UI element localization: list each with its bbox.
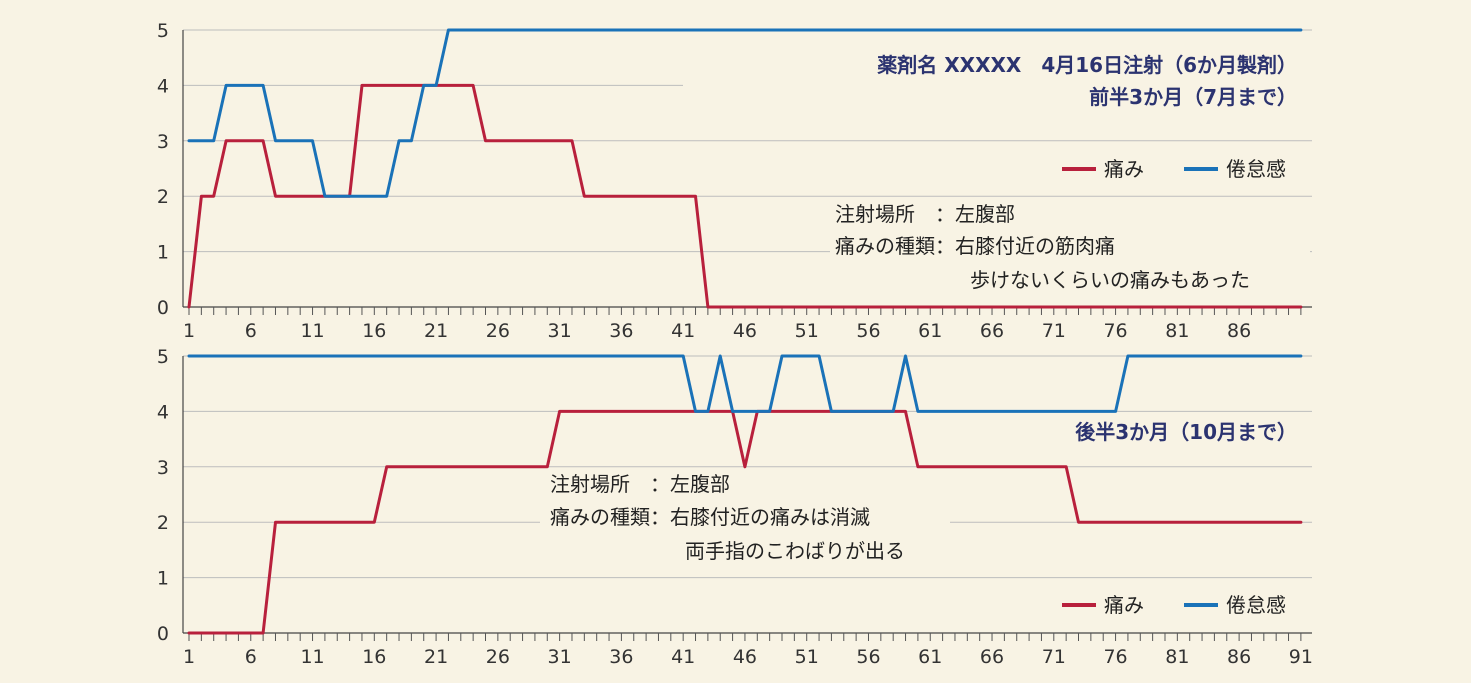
- annotation-line: 両手指のこわばりが出る: [685, 539, 905, 563]
- x-tick-label: 11: [300, 320, 324, 342]
- y-tick-label: 3: [157, 457, 169, 479]
- annotation-line: 注射場所 ：左腹部: [835, 202, 1015, 226]
- chart-title: 薬剤名 XXXXX 4月16日注射（6か月製剤）: [877, 53, 1297, 77]
- annotation-line: 痛みの種類：右膝付近の痛みは消滅: [550, 505, 870, 529]
- x-tick-label: 31: [548, 320, 572, 342]
- x-tick-label: 11: [300, 646, 324, 668]
- x-tick-label: 76: [1103, 320, 1127, 342]
- x-tick-label: 46: [733, 320, 757, 342]
- legend-label-pain: 痛み: [1104, 157, 1144, 181]
- series-line-fatigue: [187, 28, 1303, 198]
- x-tick-label: 91: [1289, 646, 1313, 668]
- x-tick-label: 56: [856, 646, 880, 668]
- x-tick-label: 21: [424, 646, 448, 668]
- y-tick-label: 3: [157, 131, 169, 153]
- annotation-line: 痛みの種類：右膝付近の筋肉痛: [835, 234, 1115, 258]
- x-tick-label: 61: [918, 646, 942, 668]
- x-tick-label: 41: [671, 646, 695, 668]
- x-tick-label: 86: [1227, 320, 1251, 342]
- legend-label-pain: 痛み: [1104, 593, 1144, 617]
- x-tick-label: 36: [609, 646, 633, 668]
- y-tick-label: 5: [157, 20, 169, 42]
- x-tick-label: 81: [1165, 646, 1189, 668]
- y-tick-label: 1: [157, 242, 169, 264]
- x-tick-label: 66: [980, 646, 1004, 668]
- x-tick-label: 16: [362, 646, 386, 668]
- x-tick-label: 26: [486, 320, 510, 342]
- x-tick-label: 71: [1042, 320, 1066, 342]
- x-tick-label: 76: [1103, 646, 1127, 668]
- x-tick-label: 46: [733, 646, 757, 668]
- annotation-line: 注射場所 ：左腹部: [550, 472, 730, 496]
- chart-subtitle: 前半3か月（7月まで）: [1089, 85, 1297, 109]
- series-line-fatigue: [187, 354, 1303, 413]
- y-tick-label: 4: [157, 401, 169, 423]
- y-tick-label: 0: [157, 623, 169, 645]
- chart-title: 後半3か月（10月まで）: [1075, 420, 1297, 444]
- x-tick-label: 36: [609, 320, 633, 342]
- x-tick-label: 81: [1165, 320, 1189, 342]
- x-tick-label: 1: [183, 320, 195, 342]
- x-tick-label: 61: [918, 320, 942, 342]
- y-tick-label: 4: [157, 75, 169, 97]
- x-tick-label: 16: [362, 320, 386, 342]
- annotation-line: 歩けないくらいの痛みもあった: [970, 268, 1250, 292]
- y-tick-label: 2: [157, 512, 169, 534]
- series-line-pain: [187, 409, 1303, 635]
- x-tick-label: 21: [424, 320, 448, 342]
- legend-label-fatigue: 倦怠感: [1226, 157, 1286, 181]
- x-tick-label: 1: [183, 646, 195, 668]
- legend-label-fatigue: 倦怠感: [1226, 593, 1286, 617]
- series-line-pain: [187, 83, 1303, 309]
- x-tick-label: 51: [795, 320, 819, 342]
- y-tick-label: 1: [157, 568, 169, 590]
- y-tick-label: 2: [157, 186, 169, 208]
- x-tick-label: 6: [245, 646, 257, 668]
- x-tick-label: 26: [486, 646, 510, 668]
- x-tick-label: 41: [671, 320, 695, 342]
- note-background: [830, 200, 1310, 305]
- x-tick-label: 66: [980, 320, 1004, 342]
- x-tick-label: 6: [245, 320, 257, 342]
- x-tick-label: 31: [548, 646, 572, 668]
- y-tick-label: 0: [157, 297, 169, 319]
- x-tick-label: 51: [795, 646, 819, 668]
- x-tick-label: 56: [856, 320, 880, 342]
- x-tick-label: 86: [1227, 646, 1251, 668]
- note-background: [540, 470, 950, 575]
- x-tick-label: 71: [1042, 646, 1066, 668]
- y-tick-label: 5: [157, 346, 169, 368]
